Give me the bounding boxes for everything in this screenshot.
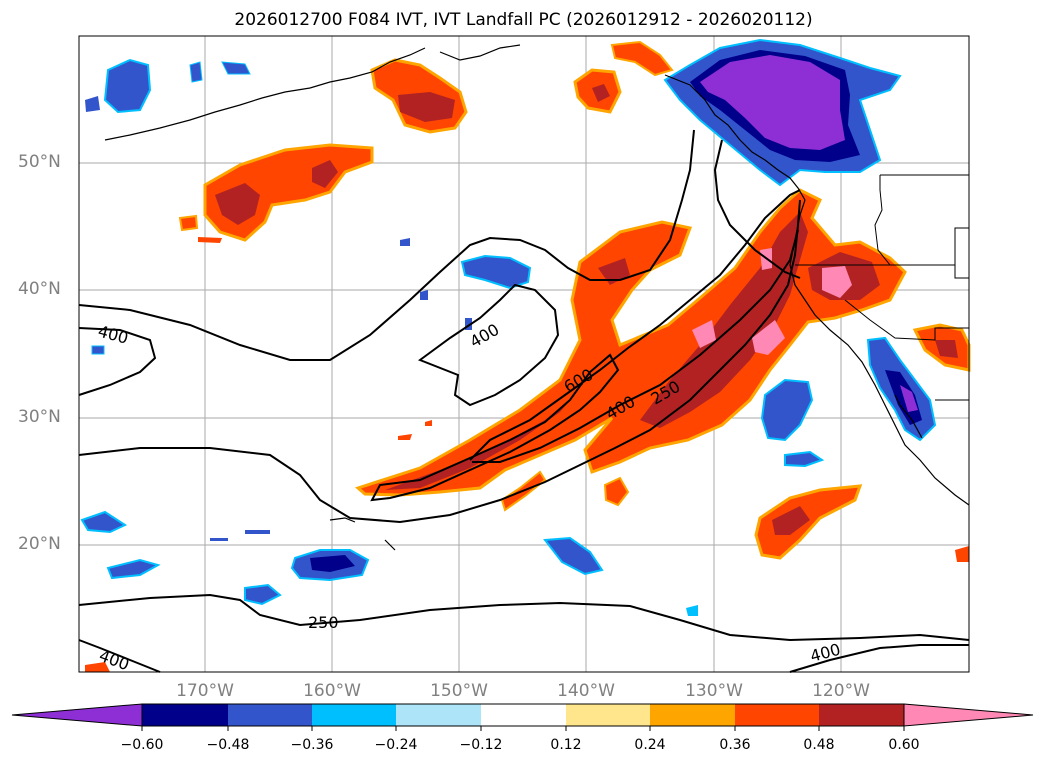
contour-label: 250 [308,613,339,632]
colorbar-tick: 0.36 [719,737,751,753]
lat-label-30n: 30°N [18,407,61,427]
figure-title: 2026012700 F084 IVT, IVT Landfall PC (20… [234,10,813,30]
ivt-contours [78,129,970,673]
colorbar-tick: −0.12 [459,737,503,753]
borders [795,174,969,401]
lon-label-120w: 120°W [812,681,870,701]
negative-blob [460,254,532,290]
coastlines [104,44,970,551]
lon-label-160w: 160°W [303,681,361,701]
colorbar-tick: 0.12 [550,737,582,753]
lat-label-40n: 40°N [18,279,61,299]
colorbar-tick: −0.24 [374,737,418,753]
lon-label-170w: 170°W [176,681,234,701]
colorbar-tick: 0.24 [634,737,666,753]
lon-label-140w: 140°W [557,681,615,701]
negative-anomaly-areas [80,38,937,616]
positive-blob [754,484,863,560]
lat-label-50n: 50°N [18,152,61,172]
lat-label-20n: 20°N [18,534,61,554]
colorbar-tick: −0.36 [290,737,334,753]
lon-label-150w: 150°W [430,681,488,701]
lon-label-130w: 130°W [685,681,743,701]
positive-anomaly-areas [85,40,971,672]
colorbar-tick: −0.48 [206,737,250,753]
colorbar [11,703,1034,731]
colorbar-tick: 0.48 [803,737,835,753]
colorbar-tick: 0.60 [888,737,920,753]
colorbar-tick: −0.60 [120,737,164,753]
